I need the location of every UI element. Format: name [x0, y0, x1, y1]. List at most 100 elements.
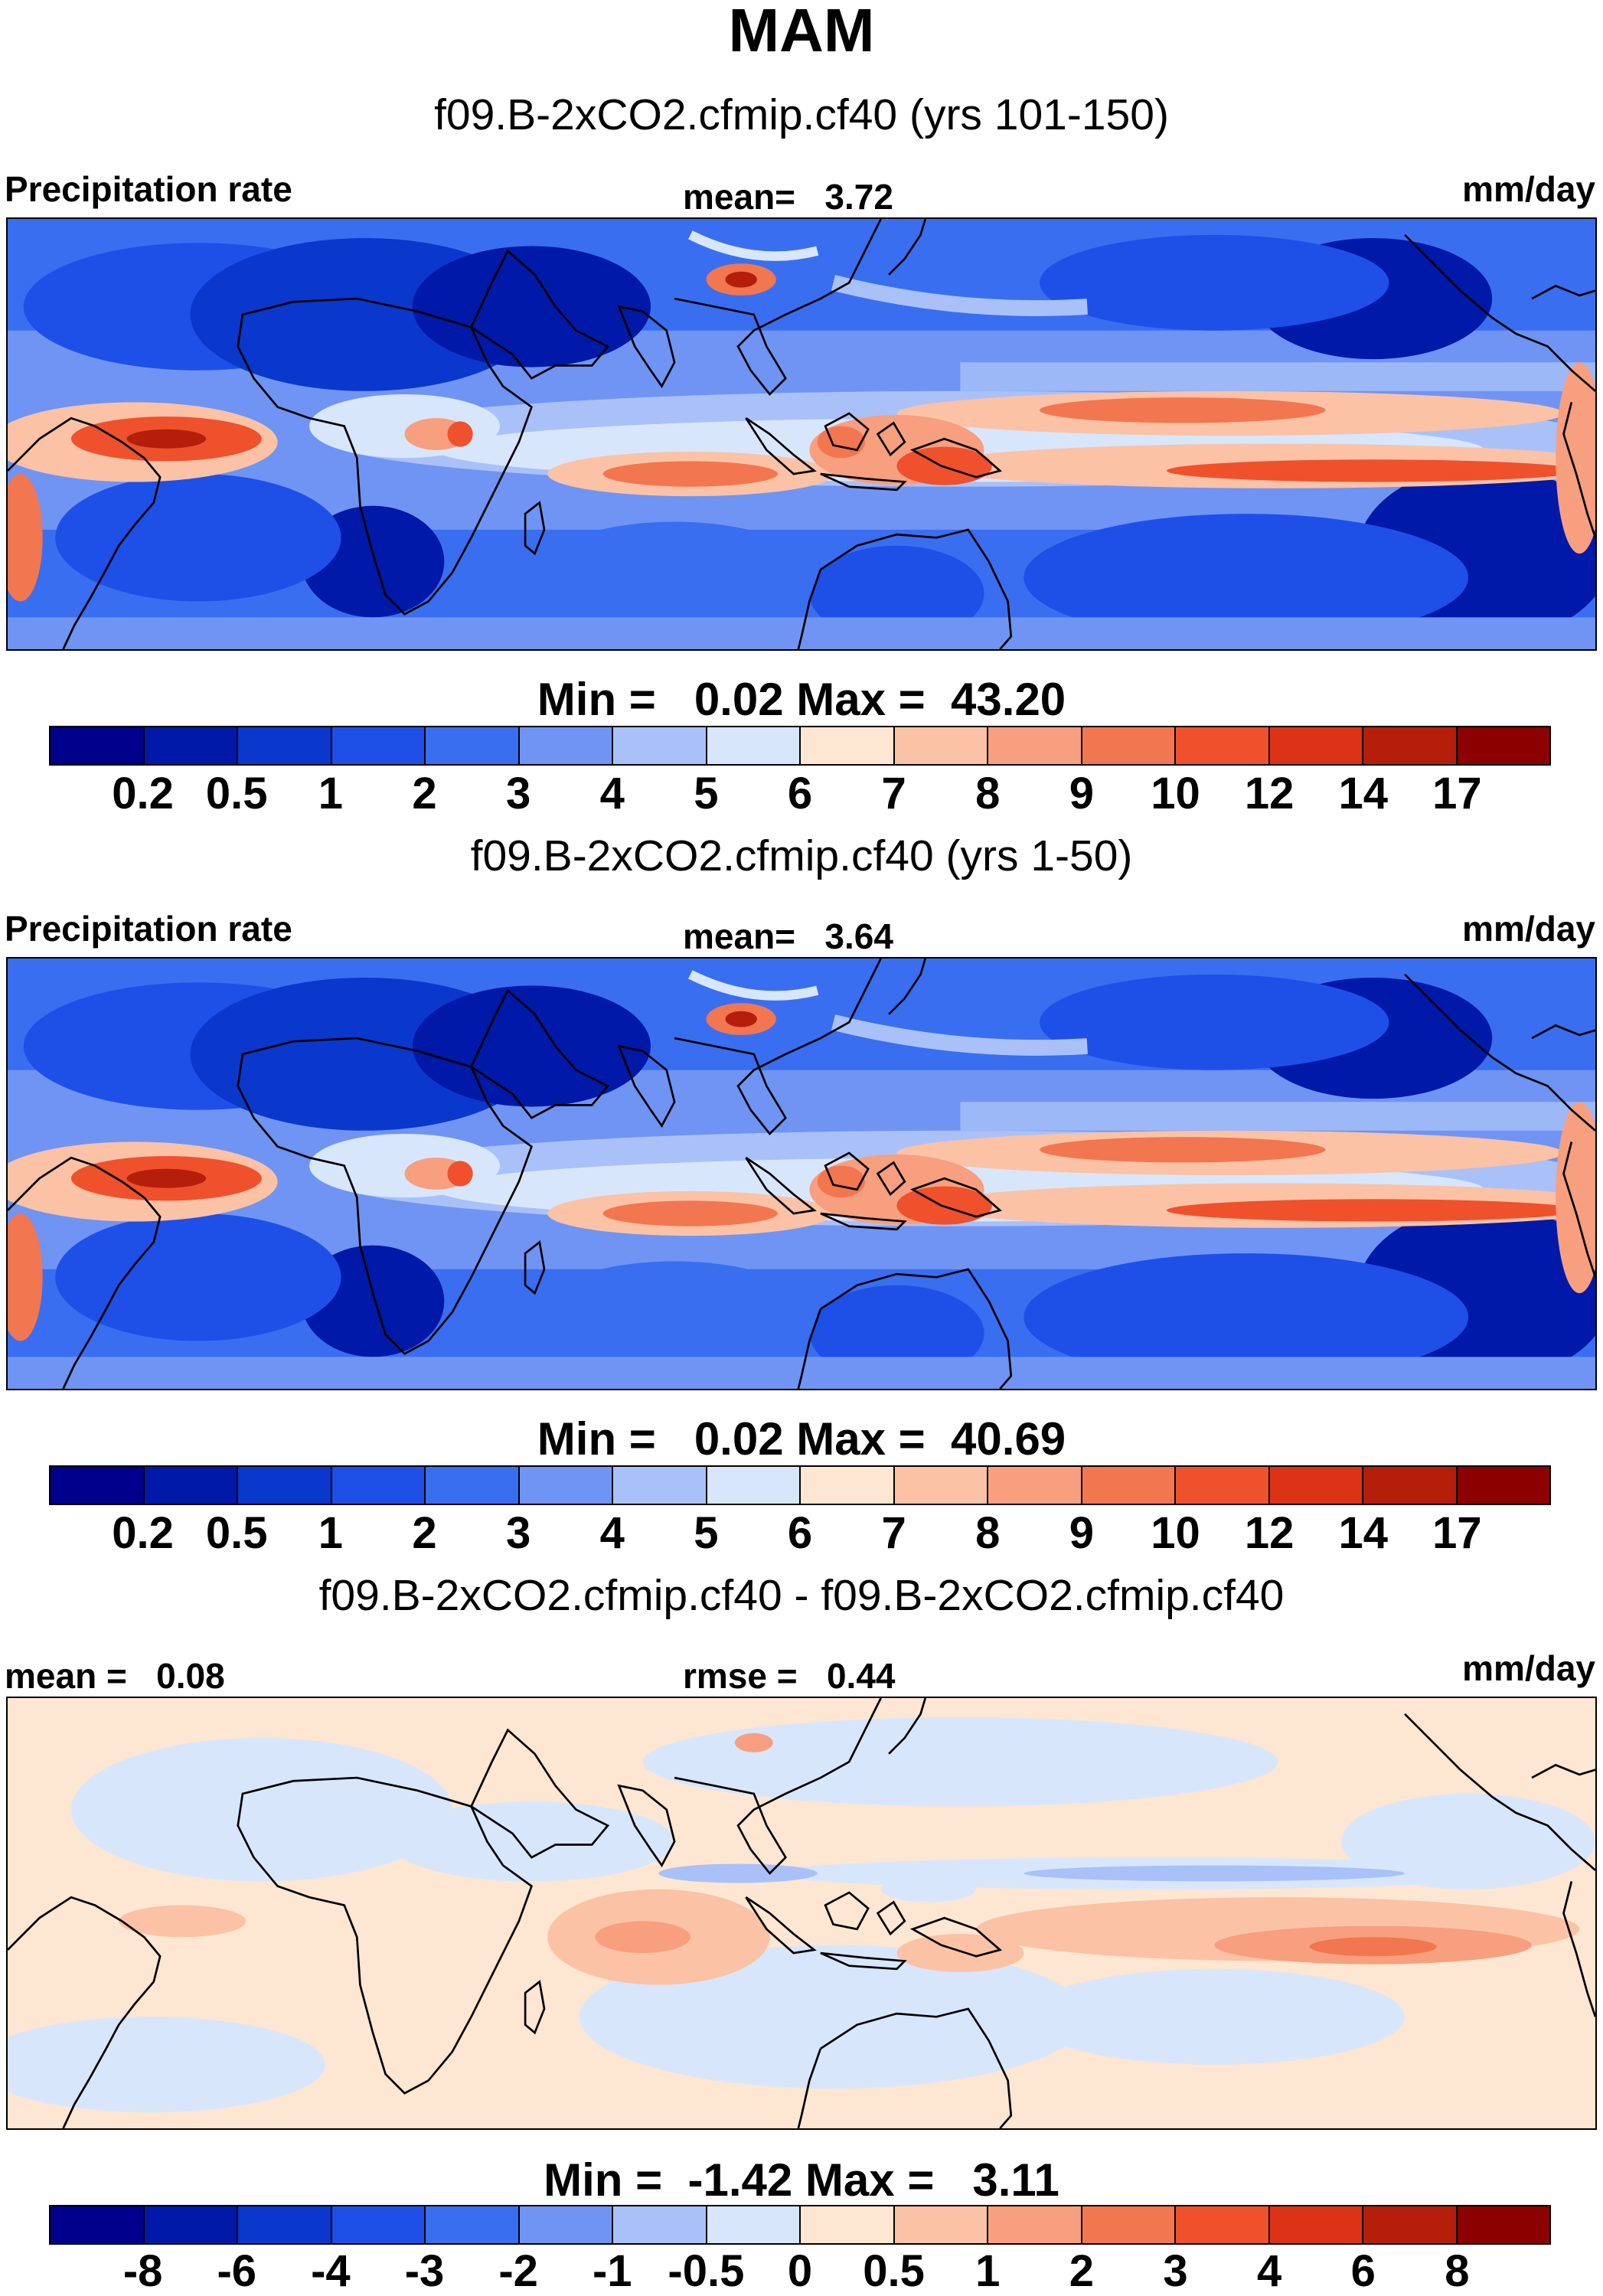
panel3-colorbar-ticks: -8 -6 -4 -3 -2 -1 -0.5 0 0.5 1 2 3 4 6 8 [49, 2248, 1551, 2295]
colorbar-tick-label: 14 [1338, 769, 1389, 818]
colorbar-segment [801, 727, 895, 764]
colorbar-segment [613, 1467, 707, 1504]
panel3-map-svg [8, 1698, 1595, 2128]
colorbar-tick-label: 10 [1151, 1508, 1200, 1558]
colorbar-tick-label: 5 [694, 769, 719, 818]
panel1-case-title: f09.B-2xCO2.cfmip.cf40 (yrs 101-150) [434, 90, 1169, 139]
colorbar-segment [1176, 727, 1270, 764]
colorbar-tick-label: 1 [318, 1508, 344, 1558]
colorbar-segment [988, 1467, 1082, 1504]
colorbar-segment [801, 1467, 895, 1504]
colorbar-tick-label: 0.5 [205, 1508, 268, 1558]
colorbar-segment [894, 727, 988, 764]
colorbar-segment [1363, 2206, 1458, 2243]
colorbar-segment [1269, 727, 1363, 764]
colorbar-tick-label: 5 [694, 1508, 719, 1558]
colorbar-tick-label: 7 [881, 1508, 906, 1558]
panel2-variable-label: Precipitation rate [5, 909, 292, 949]
colorbar-segment [707, 2206, 801, 2243]
panel2-units-label: mm/day [1462, 909, 1595, 949]
colorbar-tick-label: 6 [1350, 2246, 1376, 2296]
colorbar-segment [1457, 727, 1549, 764]
colorbar-tick-label: 3 [505, 1508, 531, 1558]
panel3-mean-label: mean = 0.08 [5, 1656, 225, 1696]
colorbar-tick-label: 0 [787, 2246, 813, 2296]
colorbar-tick-label: 4 [599, 1508, 625, 1558]
colorbar-segment [1176, 2206, 1270, 2243]
colorbar-tick-label: 3 [505, 769, 531, 818]
colorbar-segment [144, 1467, 238, 1504]
panel1-colorbar [49, 726, 1551, 766]
panel1-precip-map [6, 217, 1597, 651]
panel1-colorbar-ticks: 0.2 0.5 1 2 3 4 5 6 7 8 9 10 12 14 17 [49, 770, 1551, 818]
colorbar-tick-label: 12 [1244, 1508, 1294, 1558]
colorbar-segment [519, 2206, 613, 2243]
colorbar-segment [51, 727, 145, 764]
panel3-colorbar [49, 2205, 1551, 2245]
colorbar-segment [1457, 2206, 1549, 2243]
colorbar-tick-label: -4 [311, 2246, 351, 2296]
panel1-mean-label: mean= 3.72 [683, 177, 893, 217]
colorbar-tick-label: 6 [787, 769, 813, 818]
colorbar-segment [1082, 1467, 1176, 1504]
panel3-case-title: f09.B-2xCO2.cfmip.cf40 - f09.B-2xCO2.cfm… [318, 1571, 1285, 1620]
colorbar-segment [238, 2206, 332, 2243]
panel2-map-svg [8, 959, 1595, 1389]
colorbar-tick-label: 3 [1163, 2246, 1188, 2296]
colorbar-tick-label: 9 [1069, 1508, 1095, 1558]
colorbar-tick-label: 0.2 [112, 1508, 174, 1558]
colorbar-segment [894, 1467, 988, 1504]
colorbar-segment [238, 727, 332, 764]
colorbar-segment [613, 2206, 707, 2243]
colorbar-segment [801, 2206, 895, 2243]
panel2-minmax: Min = 0.02 Max = 40.69 [537, 1413, 1066, 1465]
panel1-units-label: mm/day [1462, 169, 1595, 209]
colorbar-tick-label: 1 [318, 769, 344, 818]
colorbar-segment [1363, 727, 1458, 764]
colorbar-segment [238, 1467, 332, 1504]
panel3-units-label: mm/day [1462, 1648, 1595, 1688]
panel2-case-title: f09.B-2xCO2.cfmip.cf40 (yrs 1-50) [470, 831, 1133, 880]
colorbar-tick-label: 4 [1256, 2246, 1282, 2296]
colorbar-tick-label: -0.5 [668, 2246, 745, 2296]
colorbar-tick-label: 14 [1338, 1508, 1389, 1558]
colorbar-segment [1363, 1467, 1458, 1504]
colorbar-segment [988, 727, 1082, 764]
colorbar-segment [1082, 2206, 1176, 2243]
panel3-rmse-label: rmse = 0.44 [683, 1656, 896, 1696]
panel3-difference-map [6, 1697, 1597, 2130]
colorbar-tick-label: 2 [1069, 2246, 1095, 2296]
colorbar-segment [144, 727, 238, 764]
colorbar-tick-label: 8 [975, 1508, 1001, 1558]
colorbar-segment [894, 2206, 988, 2243]
colorbar-tick-label: -2 [498, 2246, 538, 2296]
colorbar-tick-label: 9 [1069, 769, 1095, 818]
colorbar-tick-label: 17 [1432, 1508, 1482, 1558]
colorbar-tick-label: 17 [1432, 769, 1482, 818]
colorbar-segment [426, 1467, 520, 1504]
colorbar-segment [519, 727, 613, 764]
colorbar-segment [331, 2206, 426, 2243]
colorbar-segment [707, 727, 801, 764]
colorbar-segment [707, 1467, 801, 1504]
colorbar-tick-label: 0.5 [205, 769, 268, 818]
colorbar-segment [1457, 1467, 1549, 1504]
figure-title: MAM [728, 0, 875, 64]
colorbar-segment [1269, 1467, 1363, 1504]
panel1-variable-label: Precipitation rate [5, 169, 292, 209]
colorbar-tick-label: 7 [881, 769, 906, 818]
colorbar-tick-label: -6 [217, 2246, 257, 2296]
panel2-colorbar [49, 1465, 1551, 1505]
panel1-map-svg [8, 219, 1595, 649]
colorbar-segment [51, 1467, 145, 1504]
colorbar-tick-label: 8 [1445, 2246, 1470, 2296]
panel3-minmax: Min = -1.42 Max = 3.11 [544, 2154, 1059, 2206]
colorbar-segment [331, 727, 426, 764]
colorbar-tick-label: 8 [975, 769, 1001, 818]
colorbar-tick-label: 2 [412, 1508, 437, 1558]
colorbar-segment [51, 2206, 145, 2243]
colorbar-segment [988, 2206, 1082, 2243]
colorbar-segment [1269, 2206, 1363, 2243]
panel2-colorbar-ticks: 0.2 0.5 1 2 3 4 5 6 7 8 9 10 12 14 17 [49, 1510, 1551, 1557]
colorbar-tick-label: 0.2 [112, 769, 174, 818]
